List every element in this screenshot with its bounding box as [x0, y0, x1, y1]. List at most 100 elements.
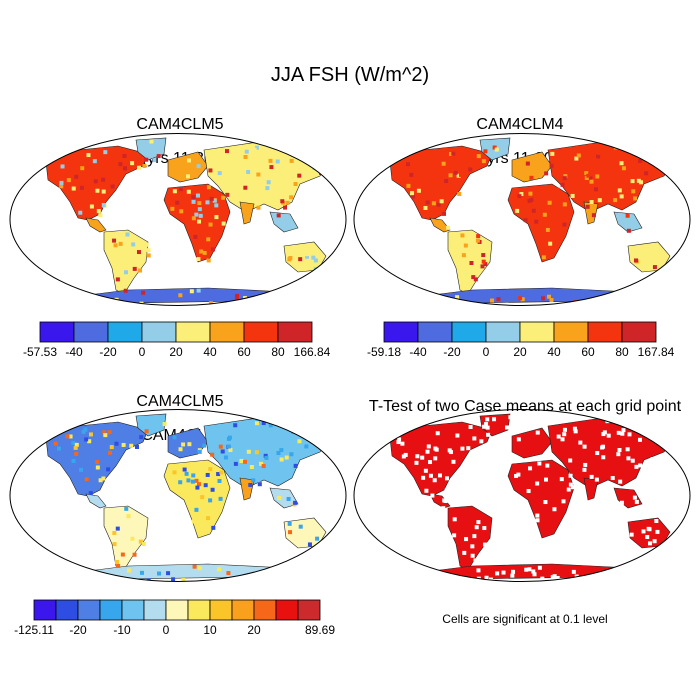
grid-cell	[255, 419, 260, 424]
grid-cell	[588, 176, 593, 181]
grid-cell	[618, 479, 623, 484]
colorbar-swatch	[33, 599, 57, 621]
grid-cell	[136, 254, 141, 259]
grid-cell	[315, 431, 320, 436]
grid-cell	[139, 570, 144, 575]
grid-cell	[484, 422, 489, 427]
colorbar-tick-label: -40	[409, 345, 427, 359]
colorbar-panel-3: -125.11 -20 -10 0 10 20 89.69	[14, 599, 335, 637]
grid-cell	[527, 567, 532, 572]
grid-cell	[86, 153, 91, 158]
grid-cell	[483, 262, 488, 267]
grid-cell	[531, 569, 536, 574]
grid-cell	[107, 430, 112, 435]
map-border	[353, 409, 691, 582]
land-india	[583, 477, 599, 501]
grid-cell	[178, 293, 183, 298]
grid-cell	[638, 158, 643, 163]
grid-cell	[283, 422, 288, 427]
grid-cell	[430, 211, 435, 216]
grid-cell	[141, 290, 146, 295]
colorbar-tick-label: 60	[581, 345, 595, 359]
grid-cell	[261, 421, 266, 426]
grid-cell	[485, 425, 490, 430]
grid-cell	[157, 571, 162, 576]
grid-cell	[589, 179, 594, 184]
grid-cell	[123, 270, 128, 275]
grid-cell	[439, 199, 444, 204]
grid-cell	[217, 478, 222, 483]
grid-cell	[423, 468, 428, 473]
grid-cell	[483, 149, 488, 154]
grid-cell	[73, 445, 78, 450]
grid-cell	[400, 441, 405, 446]
grid-cell	[659, 170, 664, 175]
grid-cell	[218, 444, 223, 449]
grid-cell	[590, 163, 595, 168]
grid-cell	[495, 571, 500, 576]
colorbar-swatch	[77, 599, 101, 621]
grid-cell	[136, 250, 141, 255]
grid-cell	[448, 450, 453, 455]
grid-cell	[141, 541, 146, 546]
grid-cell	[448, 173, 453, 178]
grid-cell	[256, 172, 261, 177]
land-centralAm	[85, 493, 107, 509]
grid-cell	[125, 232, 130, 237]
colorbar-tick-label: 60	[237, 345, 251, 359]
grid-cell	[589, 200, 594, 205]
grid-cell	[191, 216, 196, 221]
grid-cell	[243, 459, 248, 464]
grid-cell	[416, 188, 421, 193]
land-europe	[167, 151, 209, 183]
grid-cell	[427, 296, 432, 301]
grid-cell	[243, 185, 248, 190]
grid-cell	[114, 441, 119, 446]
grid-cell	[562, 427, 567, 432]
grid-cell	[596, 191, 601, 196]
grid-cell	[144, 429, 149, 434]
grid-cell	[617, 448, 622, 453]
grid-cell	[514, 473, 519, 478]
grid-cell	[307, 266, 312, 271]
grid-cell	[92, 159, 97, 164]
grid-cell	[463, 243, 468, 248]
grid-cell	[603, 151, 608, 156]
grid-cell	[295, 148, 300, 153]
grid-cell	[535, 481, 540, 486]
grid-cell	[574, 156, 579, 161]
map-border	[353, 133, 691, 306]
grid-cell	[130, 536, 135, 541]
grid-cell	[519, 192, 524, 197]
grid-cell	[129, 443, 134, 448]
grid-cell	[192, 564, 197, 569]
grid-cell	[550, 151, 555, 156]
grid-cell	[103, 150, 108, 155]
colorbar-swatch	[209, 321, 245, 343]
grid-cell	[210, 487, 215, 492]
grid-cell	[191, 473, 196, 478]
grid-cell	[455, 295, 460, 300]
grid-cell	[625, 213, 630, 218]
grid-cell	[571, 569, 576, 574]
grid-cell	[591, 213, 596, 218]
land-africa	[507, 459, 575, 539]
colorbar-swatch	[587, 321, 623, 343]
colorbar-swatch	[243, 321, 279, 343]
grid-cell	[657, 173, 662, 178]
grid-cell	[472, 534, 477, 539]
grid-cell	[206, 258, 211, 263]
grid-cell	[186, 189, 191, 194]
grid-cell	[467, 152, 472, 157]
grid-cell	[531, 208, 536, 213]
grid-cell	[307, 542, 312, 547]
grid-cell	[187, 442, 192, 447]
grid-cell	[289, 158, 294, 163]
grid-cell	[109, 445, 114, 450]
grid-cell	[475, 238, 480, 243]
land-europe	[511, 151, 553, 183]
grid-cell	[88, 491, 93, 496]
grid-cell	[191, 199, 196, 204]
grid-cell	[279, 457, 284, 462]
grid-cell	[496, 297, 501, 302]
